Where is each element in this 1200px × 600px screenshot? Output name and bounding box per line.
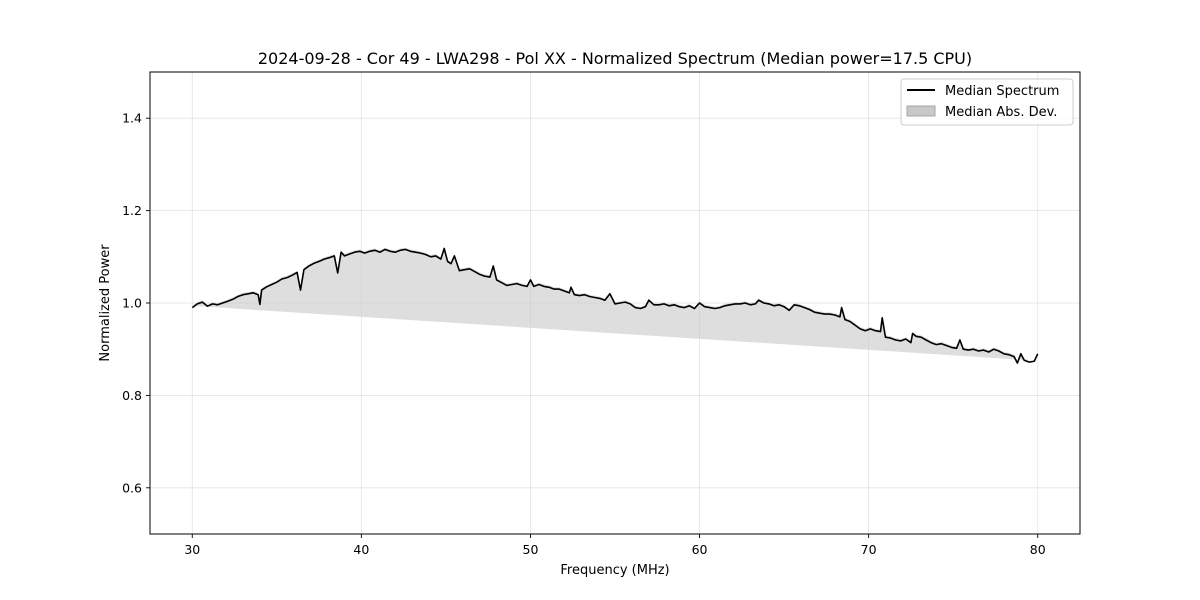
legend-entry-median-abs-dev: Median Abs. Dev. (945, 105, 1057, 120)
y-tick-label: 1.0 (122, 296, 142, 311)
legend-mad-swatch (906, 105, 936, 117)
x-axis: 30 40 50 60 70 80 (184, 534, 1046, 557)
median-abs-dev-band (192, 246, 1030, 362)
y-axis: 0.6 0.8 1.0 1.2 1.4 (122, 111, 150, 495)
x-tick-label: 30 (184, 542, 200, 557)
mad-band-layer (192, 246, 1030, 362)
y-tick-label: 0.6 (122, 480, 142, 495)
median-spectrum-line (191, 247, 1039, 364)
y-tick-label: 1.4 (122, 111, 142, 126)
y-tick-label: 1.2 (122, 203, 142, 218)
x-axis-label: Frequency (MHz) (560, 563, 669, 578)
legend-entry-median-spectrum: Median Spectrum (945, 84, 1059, 99)
x-tick-label: 70 (861, 542, 877, 557)
x-tick-label: 50 (523, 542, 539, 557)
x-tick-label: 60 (692, 542, 708, 557)
y-axis-label: Normalized Power (98, 244, 113, 362)
y-tick-label: 0.8 (122, 388, 142, 403)
series-layer (191, 247, 1039, 364)
x-tick-label: 80 (1030, 542, 1046, 557)
legend-box (900, 78, 1074, 126)
legend: Median Spectrum Median Abs. Dev. (900, 78, 1074, 126)
chart-title: 2024-09-28 - Cor 49 - LWA298 - Pol XX - … (258, 49, 972, 68)
x-tick-label: 40 (353, 542, 369, 557)
